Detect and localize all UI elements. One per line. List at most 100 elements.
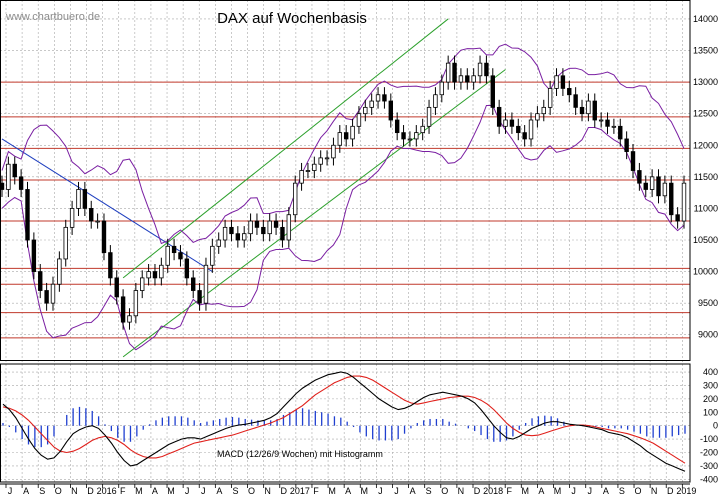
candle-body bbox=[592, 100, 597, 121]
macd-y-tick-label: -100 bbox=[700, 434, 718, 444]
y-tick-label: 10500 bbox=[693, 235, 718, 245]
candle-body bbox=[375, 94, 381, 102]
macd-y-tick-labels: 400 300 200 100 0 -100 -200 -300 -400 bbox=[700, 367, 718, 484]
candle-body bbox=[235, 233, 241, 241]
candle bbox=[624, 131, 629, 160]
candle bbox=[407, 131, 413, 147]
candle-body bbox=[528, 119, 534, 140]
chart-title: DAX auf Wochenbasis bbox=[217, 10, 367, 27]
candle bbox=[63, 219, 68, 267]
candle-body bbox=[490, 75, 495, 108]
macd-y-tick-label: 0 bbox=[713, 421, 718, 431]
candle-body bbox=[675, 214, 680, 222]
candle-body bbox=[573, 94, 578, 108]
candle-body bbox=[191, 277, 196, 291]
x-tick-label: A bbox=[345, 486, 351, 496]
candle-body bbox=[210, 245, 215, 266]
candle bbox=[567, 80, 572, 103]
candle-body bbox=[120, 296, 126, 323]
grid bbox=[0, 0, 690, 482]
x-tick-label: D bbox=[474, 486, 481, 496]
candle-body bbox=[178, 252, 183, 260]
candle bbox=[44, 282, 49, 311]
candle bbox=[292, 175, 298, 223]
candle bbox=[82, 181, 88, 216]
candle bbox=[120, 289, 126, 330]
candle-body bbox=[509, 119, 515, 127]
candle-body bbox=[388, 100, 394, 121]
candle-body bbox=[38, 271, 43, 291]
candle-body bbox=[203, 264, 209, 304]
candle-body bbox=[184, 258, 190, 279]
candle-body bbox=[452, 62, 457, 83]
candle-body bbox=[343, 132, 349, 140]
candle bbox=[394, 112, 400, 141]
candle-body bbox=[598, 119, 604, 122]
candle-body bbox=[25, 189, 30, 241]
x-tick-label: J bbox=[185, 486, 190, 496]
candle bbox=[273, 213, 279, 235]
price-candles bbox=[0, 55, 687, 330]
x-tick-label: J bbox=[378, 486, 383, 496]
macd-y-tick-label: 100 bbox=[703, 407, 718, 417]
candle bbox=[388, 93, 394, 128]
candle-body bbox=[356, 113, 362, 127]
candle bbox=[465, 68, 470, 90]
y-tick-label: 9000 bbox=[698, 330, 718, 340]
candle-body bbox=[471, 75, 476, 83]
bollinger-upper bbox=[1, 43, 685, 245]
candle-body bbox=[560, 75, 566, 89]
candle-body bbox=[420, 125, 425, 134]
candle bbox=[229, 219, 234, 242]
candle-body bbox=[445, 62, 451, 83]
candle bbox=[605, 112, 610, 134]
x-tick-label: M bbox=[167, 486, 175, 496]
candle bbox=[509, 112, 515, 134]
candle-body bbox=[76, 189, 81, 209]
candle-body bbox=[637, 170, 642, 184]
candle bbox=[433, 87, 438, 115]
x-tick-label: F bbox=[313, 486, 319, 496]
candle-body bbox=[171, 245, 177, 254]
x-tick-label: J bbox=[571, 486, 576, 496]
candle bbox=[331, 137, 336, 166]
candle bbox=[146, 264, 151, 286]
candle-body bbox=[95, 220, 100, 223]
x-tick-label: J bbox=[8, 486, 13, 496]
candle bbox=[477, 55, 483, 84]
x-tick-label: M bbox=[328, 486, 336, 496]
candle bbox=[350, 118, 355, 147]
x-tick-label: F bbox=[506, 486, 512, 496]
watermark: www.chartbuero.de bbox=[5, 11, 100, 23]
candle bbox=[76, 181, 81, 216]
candle bbox=[439, 74, 444, 103]
candle-body bbox=[624, 138, 629, 152]
candle bbox=[343, 125, 349, 147]
x-tick-label: A bbox=[538, 486, 544, 496]
candle bbox=[458, 68, 464, 90]
candle-body bbox=[286, 214, 292, 241]
candle-body bbox=[567, 88, 572, 96]
x-tick-label: M bbox=[554, 486, 562, 496]
x-tick-label: S bbox=[39, 486, 45, 496]
candle-body bbox=[522, 132, 527, 140]
candle-body bbox=[426, 106, 432, 127]
candle bbox=[31, 232, 37, 280]
candle bbox=[159, 257, 164, 286]
candle bbox=[69, 200, 75, 235]
candle-body bbox=[611, 125, 617, 128]
candle-body bbox=[643, 182, 648, 190]
y-tick-label: 14000 bbox=[693, 14, 718, 24]
candle-body bbox=[363, 106, 368, 115]
candle bbox=[541, 99, 546, 122]
candle bbox=[50, 276, 56, 311]
candle-body bbox=[44, 290, 49, 304]
candle bbox=[618, 118, 623, 147]
candle-body bbox=[541, 106, 546, 115]
candle-body bbox=[414, 132, 419, 140]
candle-body bbox=[57, 258, 62, 285]
candle-body bbox=[197, 290, 202, 304]
candle bbox=[38, 264, 43, 299]
candle-body bbox=[89, 208, 94, 222]
